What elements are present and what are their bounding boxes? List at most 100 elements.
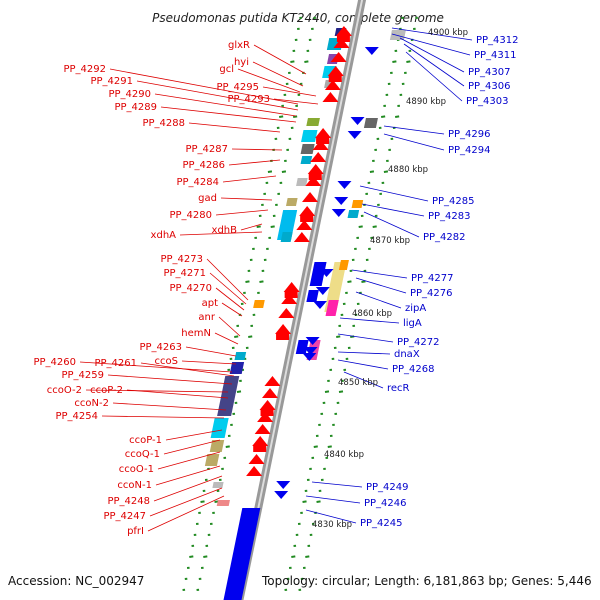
gene-arrow-reverse bbox=[254, 424, 271, 434]
leader-line bbox=[101, 415, 225, 419]
gene-block bbox=[301, 130, 318, 142]
gene-label-left: PP_4284 bbox=[176, 177, 219, 188]
gene-label-left: PP_4248 bbox=[107, 496, 150, 507]
leader-line bbox=[149, 487, 223, 517]
gene-label-right: PP_4249 bbox=[366, 482, 409, 493]
leader-line bbox=[337, 351, 391, 355]
gene-label-right: PP_4245 bbox=[360, 518, 403, 529]
leader-line bbox=[215, 209, 269, 216]
tick-mark bbox=[327, 445, 332, 448]
tick-mark bbox=[291, 555, 296, 558]
tick-mark bbox=[200, 500, 205, 503]
gene-label-right: PP_4307 bbox=[468, 67, 511, 78]
gene-label-left: PP_4293 bbox=[227, 94, 270, 105]
gene-arrow-forward bbox=[305, 337, 320, 345]
gene-label-left: PP_4295 bbox=[216, 82, 259, 93]
gene-label-left: PP_4286 bbox=[182, 160, 225, 171]
tick-mark bbox=[279, 115, 284, 118]
leader-line bbox=[221, 302, 243, 317]
gene-label-right: PP_4276 bbox=[410, 288, 453, 299]
gene-label-left: PP_4273 bbox=[160, 254, 203, 265]
tick-mark bbox=[302, 500, 307, 503]
leader-line bbox=[351, 269, 408, 279]
gene-label-left: PP_4254 bbox=[55, 411, 98, 422]
gene-label-left: PP_4289 bbox=[114, 102, 157, 113]
leader-line bbox=[109, 68, 299, 105]
scale-label: 4830 kbp bbox=[312, 520, 352, 530]
gene-block bbox=[209, 440, 225, 452]
gene-label-left: ccoP-2 bbox=[90, 385, 123, 396]
gene-block bbox=[306, 290, 319, 302]
gene-arrow-reverse bbox=[312, 140, 329, 150]
leader-line bbox=[206, 258, 249, 301]
leader-line bbox=[165, 429, 223, 441]
leader-line bbox=[359, 185, 429, 202]
leader-line bbox=[85, 389, 229, 393]
leader-line bbox=[305, 495, 361, 504]
gene-arrow-forward bbox=[302, 353, 317, 361]
gene-block bbox=[300, 156, 313, 164]
leader-line bbox=[136, 80, 299, 111]
tick-mark bbox=[392, 60, 397, 63]
leader-line bbox=[363, 211, 420, 238]
gene-label-left: xdhB bbox=[212, 225, 238, 236]
gene-label-right: recR bbox=[387, 383, 410, 394]
gene-label-left: PP_4260 bbox=[33, 357, 76, 368]
tick-mark bbox=[361, 280, 366, 283]
scale-label: 4880 kbp bbox=[388, 165, 428, 175]
gene-block bbox=[363, 118, 378, 128]
gene-block bbox=[309, 262, 327, 286]
gene-label-left: PP_4270 bbox=[169, 283, 212, 294]
gene-block bbox=[324, 262, 347, 312]
tick-mark bbox=[305, 555, 310, 558]
gene-label-left: PP_4263 bbox=[139, 342, 182, 353]
gene-label-left: ccoN-1 bbox=[117, 480, 152, 491]
gene-label-left: ccoN-2 bbox=[74, 398, 109, 409]
gene-label-right: PP_4312 bbox=[476, 35, 519, 46]
tick-mark bbox=[259, 280, 264, 283]
gene-label-left: ccoQ-1 bbox=[125, 449, 160, 460]
gene-label-right: PP_4246 bbox=[364, 498, 407, 509]
tick-mark bbox=[225, 445, 230, 448]
leader-line bbox=[126, 389, 229, 399]
gene-label-left: xdhA bbox=[151, 230, 177, 241]
tick-mark bbox=[281, 170, 287, 173]
gene-arrow-reverse bbox=[335, 26, 352, 36]
gene-label-left: PP_4247 bbox=[103, 511, 146, 522]
tick-mark bbox=[372, 225, 377, 228]
gene-arrow-reverse bbox=[248, 454, 265, 464]
leader-line bbox=[231, 148, 283, 151]
gene-arrow-reverse bbox=[330, 52, 347, 62]
scale-label: 4850 kbp bbox=[338, 378, 378, 388]
gene-arrow-reverse bbox=[302, 192, 319, 202]
gene-arrow-forward bbox=[364, 47, 379, 55]
leader-line bbox=[383, 125, 445, 135]
leader-line bbox=[399, 37, 465, 73]
gene-label-right: ligA bbox=[403, 318, 422, 329]
gene-label-left: hyi bbox=[234, 57, 249, 68]
gene-label-left: PP_4261 bbox=[94, 358, 137, 369]
gene-block bbox=[338, 260, 349, 270]
tick-mark bbox=[381, 115, 386, 118]
gene-block bbox=[306, 118, 320, 126]
gene-label-left: PP_4271 bbox=[163, 268, 206, 279]
gene-block bbox=[347, 210, 360, 218]
gene-block bbox=[260, 410, 274, 416]
gene-arrow-reverse bbox=[257, 412, 274, 422]
gene-arrow-reverse bbox=[293, 232, 310, 242]
gene-label-left: PP_4259 bbox=[61, 370, 104, 381]
gene-arrow-reverse bbox=[246, 466, 263, 476]
gene-arrow-forward bbox=[312, 301, 327, 309]
gene-label-right: PP_4272 bbox=[397, 337, 440, 348]
gene-block bbox=[212, 482, 224, 488]
gene-label-left: PP_4290 bbox=[108, 89, 151, 100]
tick-mark bbox=[248, 335, 253, 338]
accession-text: Accession: NC_002947 bbox=[8, 574, 145, 588]
tick-mark bbox=[267, 170, 273, 173]
tick-mark bbox=[338, 390, 344, 393]
gene-block bbox=[204, 454, 220, 466]
leader-line bbox=[112, 402, 227, 411]
gene-arrow-reverse bbox=[264, 376, 281, 386]
leader-line bbox=[253, 44, 307, 75]
